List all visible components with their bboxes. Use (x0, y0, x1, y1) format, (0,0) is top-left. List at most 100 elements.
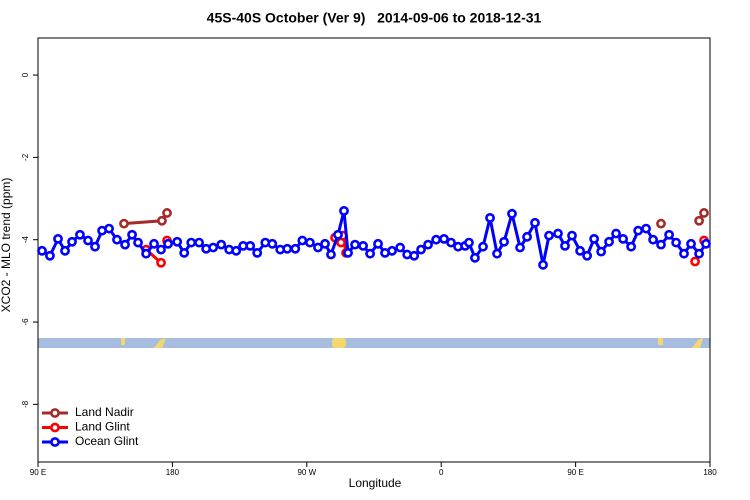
point-marker (60, 245, 70, 256)
point-marker (589, 233, 600, 244)
point-marker (690, 256, 700, 267)
point-marker (120, 239, 130, 250)
point-marker (216, 239, 227, 250)
point-marker (333, 229, 343, 240)
point-marker (611, 228, 621, 239)
point-marker (365, 248, 376, 259)
point-marker (67, 236, 77, 247)
point-marker (686, 238, 696, 249)
point-marker (245, 240, 256, 251)
y-tick-label: -2 (21, 153, 30, 161)
point-marker (596, 246, 607, 257)
y-axis-label: XCO2 - MLO trend (ppm) (0, 178, 13, 313)
point-marker (423, 239, 433, 250)
x-tick-label: 180 (166, 468, 180, 477)
point-marker (149, 238, 159, 249)
point-marker (633, 225, 644, 236)
land-patch (692, 338, 703, 348)
point-marker (626, 241, 637, 252)
point-marker (252, 247, 263, 258)
point-marker (37, 245, 47, 256)
point-marker (313, 242, 323, 253)
point-marker (133, 237, 143, 248)
x-tick-label: 180 (703, 468, 717, 477)
point-marker (439, 233, 449, 244)
point-marker (208, 242, 219, 253)
point-marker (478, 241, 488, 252)
point-marker (567, 230, 577, 241)
land-patch (154, 338, 166, 348)
land-patch (332, 338, 346, 348)
point-marker (575, 245, 585, 256)
point-marker (156, 244, 166, 255)
point-marker (544, 230, 554, 241)
point-marker (499, 236, 509, 247)
point-marker (641, 223, 651, 234)
point-marker (83, 235, 93, 246)
point-marker (582, 250, 592, 261)
land-patch (121, 338, 125, 345)
point-marker (507, 208, 517, 219)
y-tick-label: 0 (21, 72, 30, 77)
x-tick-label: 90 E (30, 468, 46, 477)
point-marker (162, 208, 172, 218)
point-marker (701, 238, 711, 249)
point-marker (53, 233, 63, 244)
point-marker (290, 243, 301, 254)
point-marker (163, 238, 173, 249)
legend-marker (50, 408, 60, 418)
point-marker (515, 242, 525, 253)
point-marker (522, 231, 532, 242)
point-marker (45, 250, 55, 261)
point-marker (267, 238, 278, 249)
x-tick-label: 90 E (567, 468, 583, 477)
ocean-strip (38, 338, 710, 348)
point-marker (699, 208, 709, 218)
point-marker (679, 248, 689, 259)
legend-label: Land Nadir (75, 405, 134, 419)
chart-title: 45S-40S October (Ver 9) 2014-09-06 to 20… (207, 10, 542, 26)
point-marker (470, 252, 480, 263)
point-marker (119, 218, 129, 229)
point-marker (104, 223, 114, 234)
x-tick-label: 90 W (297, 468, 316, 477)
point-marker (694, 215, 704, 226)
point-marker (656, 239, 666, 250)
y-tick-label: -4 (21, 236, 30, 244)
point-marker (350, 239, 360, 250)
point-marker (141, 248, 152, 259)
y-tick-label: -6 (21, 318, 30, 326)
point-marker (339, 205, 349, 216)
point-marker (320, 238, 330, 249)
point-marker (194, 237, 205, 248)
land-patch (658, 338, 663, 345)
point-marker (492, 248, 502, 259)
point-marker (671, 237, 682, 248)
point-marker (231, 245, 242, 256)
point-marker (464, 237, 474, 248)
point-marker (326, 249, 336, 260)
point-marker (75, 229, 85, 240)
point-marker (186, 237, 197, 248)
point-marker (694, 248, 704, 259)
point-marker (358, 240, 368, 251)
point-marker (618, 233, 628, 244)
point-marker (297, 235, 308, 246)
point-marker (112, 234, 122, 245)
point-marker (305, 237, 315, 248)
legend-marker (50, 437, 60, 447)
legend-label: Ocean Glint (75, 434, 139, 448)
point-marker (90, 241, 100, 252)
legend-marker (50, 422, 60, 433)
point-marker (179, 247, 190, 258)
point-marker (409, 250, 420, 261)
point-marker (172, 236, 183, 247)
x-axis-label: Longitude (349, 476, 402, 490)
point-marker (485, 212, 495, 223)
point-marker (395, 242, 406, 253)
point-marker (431, 234, 442, 245)
point-marker (156, 257, 166, 268)
point-marker (373, 238, 383, 249)
point-marker (553, 228, 563, 239)
